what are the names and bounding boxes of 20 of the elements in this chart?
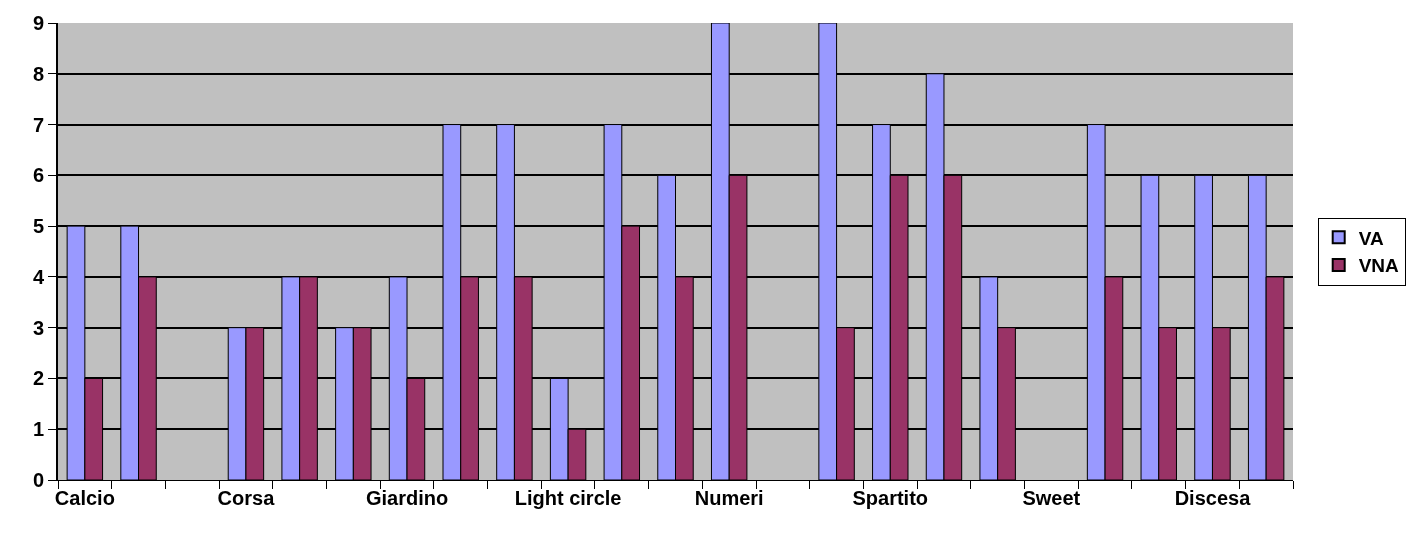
x-tick-label: Giardino [365,487,449,509]
y-tick-label: 0 [32,469,44,491]
y-tick-label: 8 [32,62,44,85]
x-tick-label: Light circle [514,487,622,509]
y-tick-label: 5 [32,215,44,238]
legend-label: VA [1358,227,1384,249]
y-tick-label: 1 [32,418,44,441]
y-tick-label: 4 [32,265,45,288]
y-tick-label: 9 [32,12,44,34]
x-tick-label: Calcio [54,487,115,509]
y-tick-label: 6 [32,164,44,187]
y-tick-label: 2 [32,367,44,390]
y-tick-label: 3 [32,316,44,339]
x-tick-label: Spartito [852,487,929,509]
y-tick-label: 7 [32,113,44,136]
x-tick-label: Discesa [1174,487,1252,509]
x-tick-label: Corsa [217,487,276,509]
x-tick-label: Sweet [1022,487,1081,509]
legend-label: VNA [1358,255,1400,277]
x-tick-label: Numeri [694,487,764,509]
